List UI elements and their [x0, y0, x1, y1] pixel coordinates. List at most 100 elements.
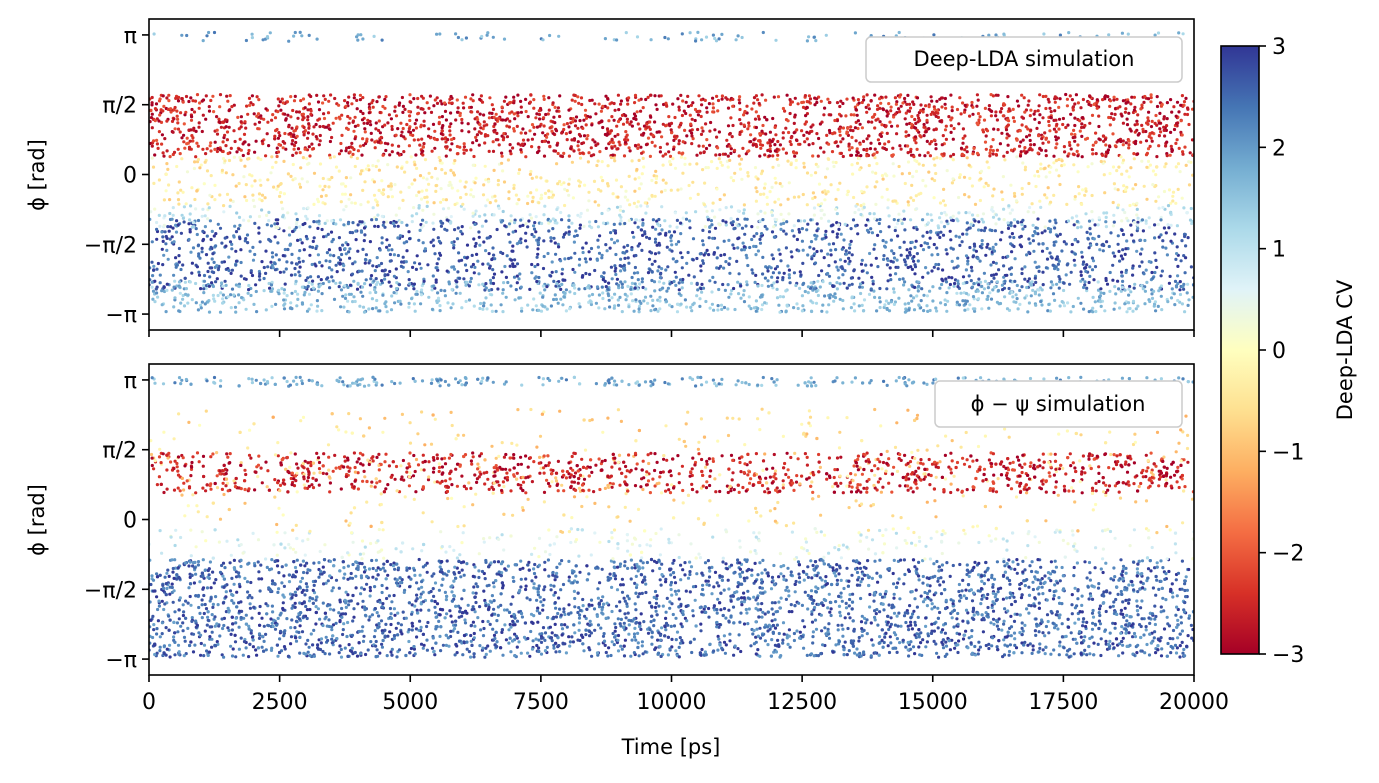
scatter-point [802, 282, 805, 285]
scatter-point [497, 117, 500, 120]
scatter-point [196, 233, 199, 236]
scatter-point [721, 164, 724, 167]
scatter-point [1021, 219, 1024, 222]
scatter-point [823, 107, 826, 110]
scatter-point [421, 150, 424, 153]
scatter-point [915, 240, 918, 243]
scatter-point [286, 114, 289, 117]
scatter-point [673, 116, 676, 119]
scatter-point [893, 291, 896, 294]
scatter-point [473, 127, 476, 130]
scatter-point [295, 304, 298, 307]
scatter-point [1001, 198, 1004, 201]
scatter-point [887, 198, 890, 201]
scatter-point [537, 146, 540, 149]
scatter-point [227, 269, 230, 272]
scatter-point [427, 183, 430, 186]
scatter-point [1151, 120, 1154, 123]
scatter-point [970, 266, 973, 269]
scatter-point [693, 275, 696, 278]
scatter-point [175, 231, 178, 234]
scatter-point [1176, 224, 1179, 227]
scatter-point [306, 237, 309, 240]
scatter-point [628, 203, 631, 206]
scatter-point [638, 127, 641, 130]
scatter-point [953, 282, 956, 285]
scatter-point [741, 227, 744, 230]
scatter-point [924, 184, 927, 187]
scatter-point [1100, 305, 1103, 308]
scatter-point [610, 296, 613, 299]
scatter-point [929, 154, 932, 157]
scatter-point [721, 98, 724, 101]
scatter-point [1148, 226, 1151, 229]
scatter-point [609, 247, 612, 250]
scatter-point [1091, 268, 1094, 271]
scatter-point [217, 118, 220, 121]
scatter-point [206, 235, 209, 238]
scatter-point [890, 300, 893, 303]
scatter-point [965, 254, 968, 257]
scatter-point [648, 258, 651, 261]
scatter-point [924, 104, 927, 107]
scatter-point [260, 117, 263, 120]
scatter-point [171, 227, 174, 230]
scatter-point [508, 241, 511, 244]
scatter-point [271, 166, 274, 169]
scatter-point [179, 268, 182, 271]
scatter-point [760, 308, 763, 311]
scatter-point [1085, 190, 1088, 193]
scatter-point [802, 193, 805, 196]
scatter-point [601, 179, 604, 182]
scatter-point [488, 252, 491, 255]
scatter-point [1015, 293, 1018, 296]
scatter-point [716, 109, 719, 112]
scatter-point [327, 111, 330, 114]
scatter-point [705, 106, 708, 109]
scatter-point [617, 304, 620, 307]
scatter-point [731, 135, 734, 138]
scatter-point [851, 146, 854, 149]
scatter-point [530, 263, 533, 266]
scatter-point [341, 244, 344, 247]
scatter-point [155, 238, 158, 241]
scatter-point [1099, 300, 1102, 303]
scatter-point [221, 297, 224, 300]
scatter-point [433, 130, 436, 133]
scatter-point [955, 292, 958, 295]
scatter-point [585, 137, 588, 140]
scatter-point [910, 184, 913, 187]
scatter-point [1169, 211, 1172, 214]
scatter-point [282, 160, 285, 163]
scatter-point [837, 269, 840, 272]
scatter-point [716, 246, 719, 249]
scatter-point [837, 276, 840, 279]
scatter-point [700, 133, 703, 136]
scatter-point [256, 127, 259, 130]
scatter-point [963, 309, 966, 312]
scatter-point [708, 226, 711, 229]
scatter-point [874, 203, 877, 206]
scatter-point [258, 275, 261, 278]
scatter-point [559, 154, 562, 157]
scatter-point [266, 223, 269, 226]
scatter-point [695, 154, 698, 157]
scatter-point [405, 224, 408, 227]
scatter-point [922, 126, 925, 129]
scatter-point [209, 219, 212, 222]
scatter-point [957, 196, 960, 199]
scatter-point [236, 116, 239, 119]
scatter-point [155, 228, 158, 231]
scatter-point [318, 261, 321, 264]
scatter-point [532, 98, 535, 101]
scatter-point [678, 281, 681, 284]
scatter-point [422, 142, 425, 145]
scatter-point [289, 95, 292, 98]
scatter-point [1039, 163, 1042, 166]
scatter-point [591, 293, 594, 296]
scatter-point [1168, 282, 1171, 285]
scatter-point [731, 98, 734, 101]
scatter-point [777, 198, 780, 201]
scatter-point [484, 296, 487, 299]
scatter-point [1099, 291, 1102, 294]
